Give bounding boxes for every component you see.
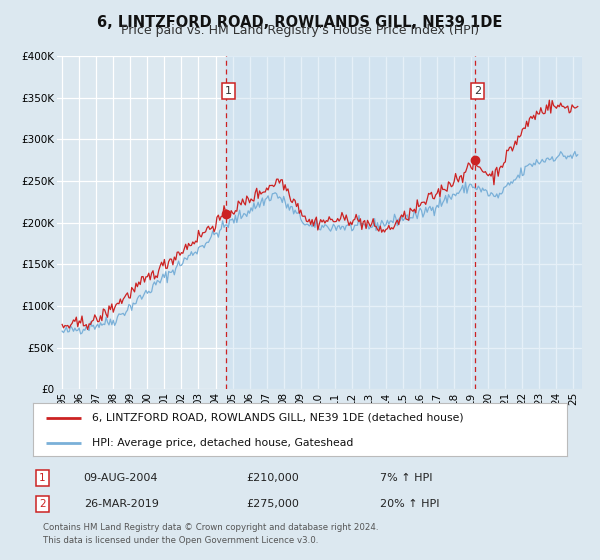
Text: 6, LINTZFORD ROAD, ROWLANDS GILL, NE39 1DE (detached house): 6, LINTZFORD ROAD, ROWLANDS GILL, NE39 1… [92, 413, 463, 423]
Text: 2: 2 [474, 86, 481, 96]
Text: 1: 1 [225, 86, 232, 96]
Text: 09-AUG-2004: 09-AUG-2004 [84, 473, 158, 483]
Text: Price paid vs. HM Land Registry's House Price Index (HPI): Price paid vs. HM Land Registry's House … [121, 24, 479, 37]
Text: 7% ↑ HPI: 7% ↑ HPI [380, 473, 433, 483]
Text: 6, LINTZFORD ROAD, ROWLANDS GILL, NE39 1DE: 6, LINTZFORD ROAD, ROWLANDS GILL, NE39 1… [97, 15, 503, 30]
Text: 2: 2 [39, 500, 46, 510]
Text: Contains HM Land Registry data © Crown copyright and database right 2024.
This d: Contains HM Land Registry data © Crown c… [43, 523, 378, 544]
Text: 1: 1 [39, 473, 46, 483]
Text: £275,000: £275,000 [247, 500, 299, 510]
Text: £210,000: £210,000 [247, 473, 299, 483]
Text: 20% ↑ HPI: 20% ↑ HPI [380, 500, 440, 510]
Bar [226, 56, 582, 389]
Text: HPI: Average price, detached house, Gateshead: HPI: Average price, detached house, Gate… [92, 438, 353, 448]
Text: 26-MAR-2019: 26-MAR-2019 [84, 500, 158, 510]
